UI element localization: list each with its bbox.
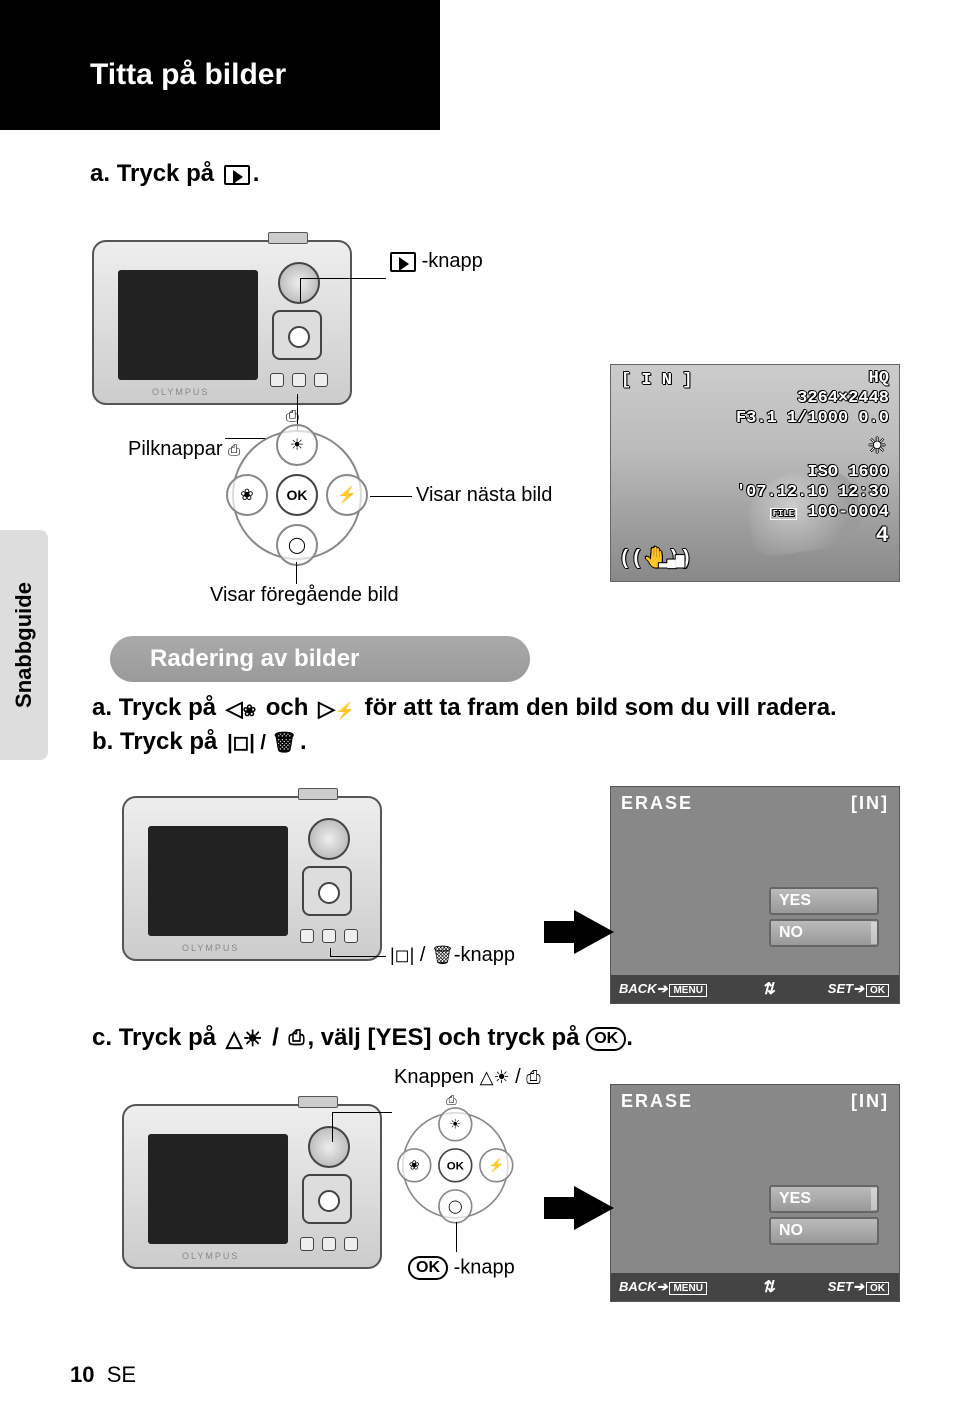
step-a-suffix: . xyxy=(253,160,260,187)
dpad-ok-button: OK xyxy=(276,474,318,516)
screen-trash-icon: |◻| / 🗑 xyxy=(227,730,297,755)
camera-illustration-2: OLYMPUS xyxy=(122,796,382,966)
play-knapp-text: -knapp xyxy=(422,250,483,272)
leader-3 xyxy=(370,496,412,497)
dpad-right-icon: ⚡ xyxy=(326,474,368,516)
tri-up-exp-icon: △☀ xyxy=(226,1026,263,1052)
leader-v4 xyxy=(330,948,331,956)
lcd-signal-icon: ▂▄▆ xyxy=(659,552,684,569)
page-lang: SE xyxy=(107,1362,136,1387)
lcd-wb-icon: ☀ xyxy=(867,433,887,459)
dpad2-ok: OK xyxy=(438,1148,472,1182)
page-footer: 10 SE xyxy=(70,1362,136,1388)
trash-icon: 🗑 xyxy=(431,945,454,965)
menu-set: SET➔OK xyxy=(828,981,891,997)
camera-illustration-1: OLYMPUS xyxy=(92,240,352,410)
erase-menu-1: ERASE [IN] YES NO BACK➔MENU ⇅ SET➔OK xyxy=(610,786,900,1004)
section2-a: a. Tryck på ◁❀ och ▷⚡ för att ta fram de… xyxy=(92,694,892,722)
knappen-label: Knappen △☀ / ⎙ xyxy=(394,1066,541,1089)
page-title: Titta på bilder xyxy=(0,0,440,92)
section-delete-heading: Radering av bilder xyxy=(110,636,530,682)
lcd-count: 4 xyxy=(876,523,889,548)
lcd-playback-screen: [ I N ] HQ 3264×2448 F3.1 1/1000 0.0 ☀ I… xyxy=(610,364,900,582)
menu2-opt-no[interactable]: NO xyxy=(769,1217,879,1245)
step-a-text: Tryck på xyxy=(117,160,214,187)
leader-v3 xyxy=(296,562,297,584)
ok-button-icon: OK xyxy=(586,1027,626,1051)
leader-5 xyxy=(332,1112,392,1113)
print-icon-3: ⎙ xyxy=(526,1067,540,1087)
lcd-res: 3264×2448 xyxy=(797,389,889,408)
step-a-line: a. Tryck på . xyxy=(90,160,259,188)
ok-pill-2: OK xyxy=(408,1256,448,1280)
print-icon-2: ⎙ xyxy=(288,1027,304,1050)
tri-up-icon: △☀ xyxy=(480,1067,510,1087)
menu-in: [IN] xyxy=(851,793,889,814)
sidebar-tab: Snabbguide xyxy=(0,530,48,760)
lcd-date: '07.12.10 12:30 xyxy=(736,483,889,502)
camera-brand: OLYMPUS xyxy=(152,387,209,397)
menu-updown-icon: ⇅ xyxy=(762,979,775,999)
menu-title: ERASE xyxy=(621,793,693,814)
lcd-hq: HQ xyxy=(869,369,889,388)
lcd-exp: F3.1 1/1000 0.0 xyxy=(736,409,889,428)
dpad-overlay-1: ⎙ ☀ ❀ OK ⚡ ◯ xyxy=(232,430,362,560)
dpad-down-icon: ◯ xyxy=(276,524,318,566)
sidebar-label: Snabbguide xyxy=(11,582,37,708)
dpad-up-icon: ☀ xyxy=(276,424,318,466)
leader-line-v xyxy=(300,278,301,302)
menu-back: BACK➔MENU xyxy=(619,981,709,997)
tri-left-icon: ◁❀ xyxy=(226,696,256,722)
lcd-file: FILE 100-0004 xyxy=(770,503,889,522)
step-a-prefix: a. xyxy=(90,160,110,187)
menu-opt-no[interactable]: NO xyxy=(769,919,879,947)
play-knapp-label: -knapp xyxy=(390,250,483,273)
play-icon-small xyxy=(390,252,416,272)
screen-icon: |◻| xyxy=(390,945,414,965)
lcd-iso: ISO 1600 xyxy=(807,463,889,482)
dpad-left-icon: ❀ xyxy=(226,474,268,516)
arrow-right-1 xyxy=(574,910,614,954)
page-number: 10 xyxy=(70,1362,94,1387)
step-c: c. Tryck på △☀ / ⎙, välj [YES] och tryck… xyxy=(92,1024,633,1052)
visar-foregaende-label: Visar föregående bild xyxy=(210,584,399,607)
lcd-in: [ I N ] xyxy=(621,371,692,390)
section2-b: b. Tryck på |◻| / 🗑. xyxy=(92,728,307,756)
menu2-opt-yes[interactable]: YES xyxy=(769,1185,879,1213)
leader-v6 xyxy=(456,1222,457,1252)
dpad-overlay-2: ⎙ ☀ ❀ OK ⚡ ◯ xyxy=(402,1112,509,1219)
leader-line xyxy=(300,278,386,279)
ok-knapp-label: OK -knapp xyxy=(408,1256,515,1280)
visar-nasta-label: Visar nästa bild xyxy=(416,484,552,507)
leader-v5 xyxy=(332,1112,333,1142)
menu-opt-yes[interactable]: YES xyxy=(769,887,879,915)
leader-4 xyxy=(330,956,386,957)
camera-illustration-3: OLYMPUS xyxy=(122,1104,382,1274)
tri-right-icon: ▷⚡ xyxy=(318,696,355,722)
play-icon xyxy=(224,165,250,185)
page-header: Titta på bilder xyxy=(0,0,440,130)
arrow-right-2 xyxy=(574,1186,614,1230)
delete-knapp-label: |◻| / 🗑-knapp xyxy=(390,944,515,967)
erase-menu-2: ERASE [IN] YES NO BACK➔MENU ⇅ SET➔OK xyxy=(610,1084,900,1302)
pilknappar-label: Pilknappar ⎙ xyxy=(128,438,240,461)
